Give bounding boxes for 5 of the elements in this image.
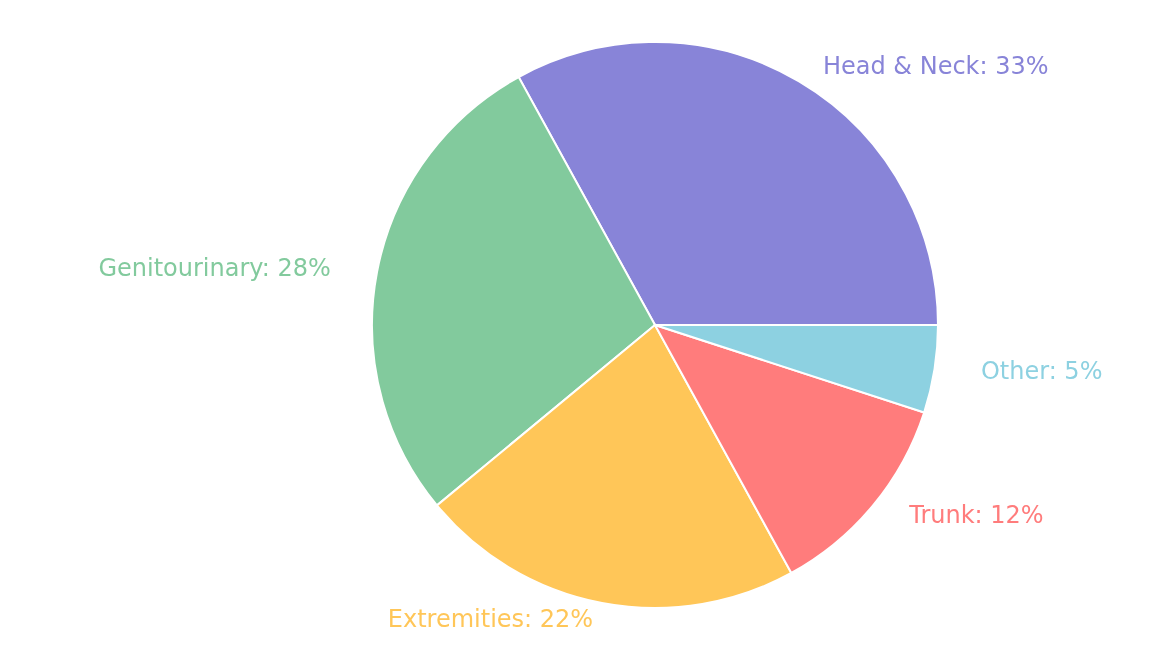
slice-label: Extremities: 22% [387,604,594,633]
slice-label: Other: 5% [980,356,1103,385]
slice-label: Trunk: 12% [908,501,1044,530]
slice-label: Head & Neck: 33% [822,51,1049,80]
slice-label: Genitourinary: 28% [98,253,331,282]
